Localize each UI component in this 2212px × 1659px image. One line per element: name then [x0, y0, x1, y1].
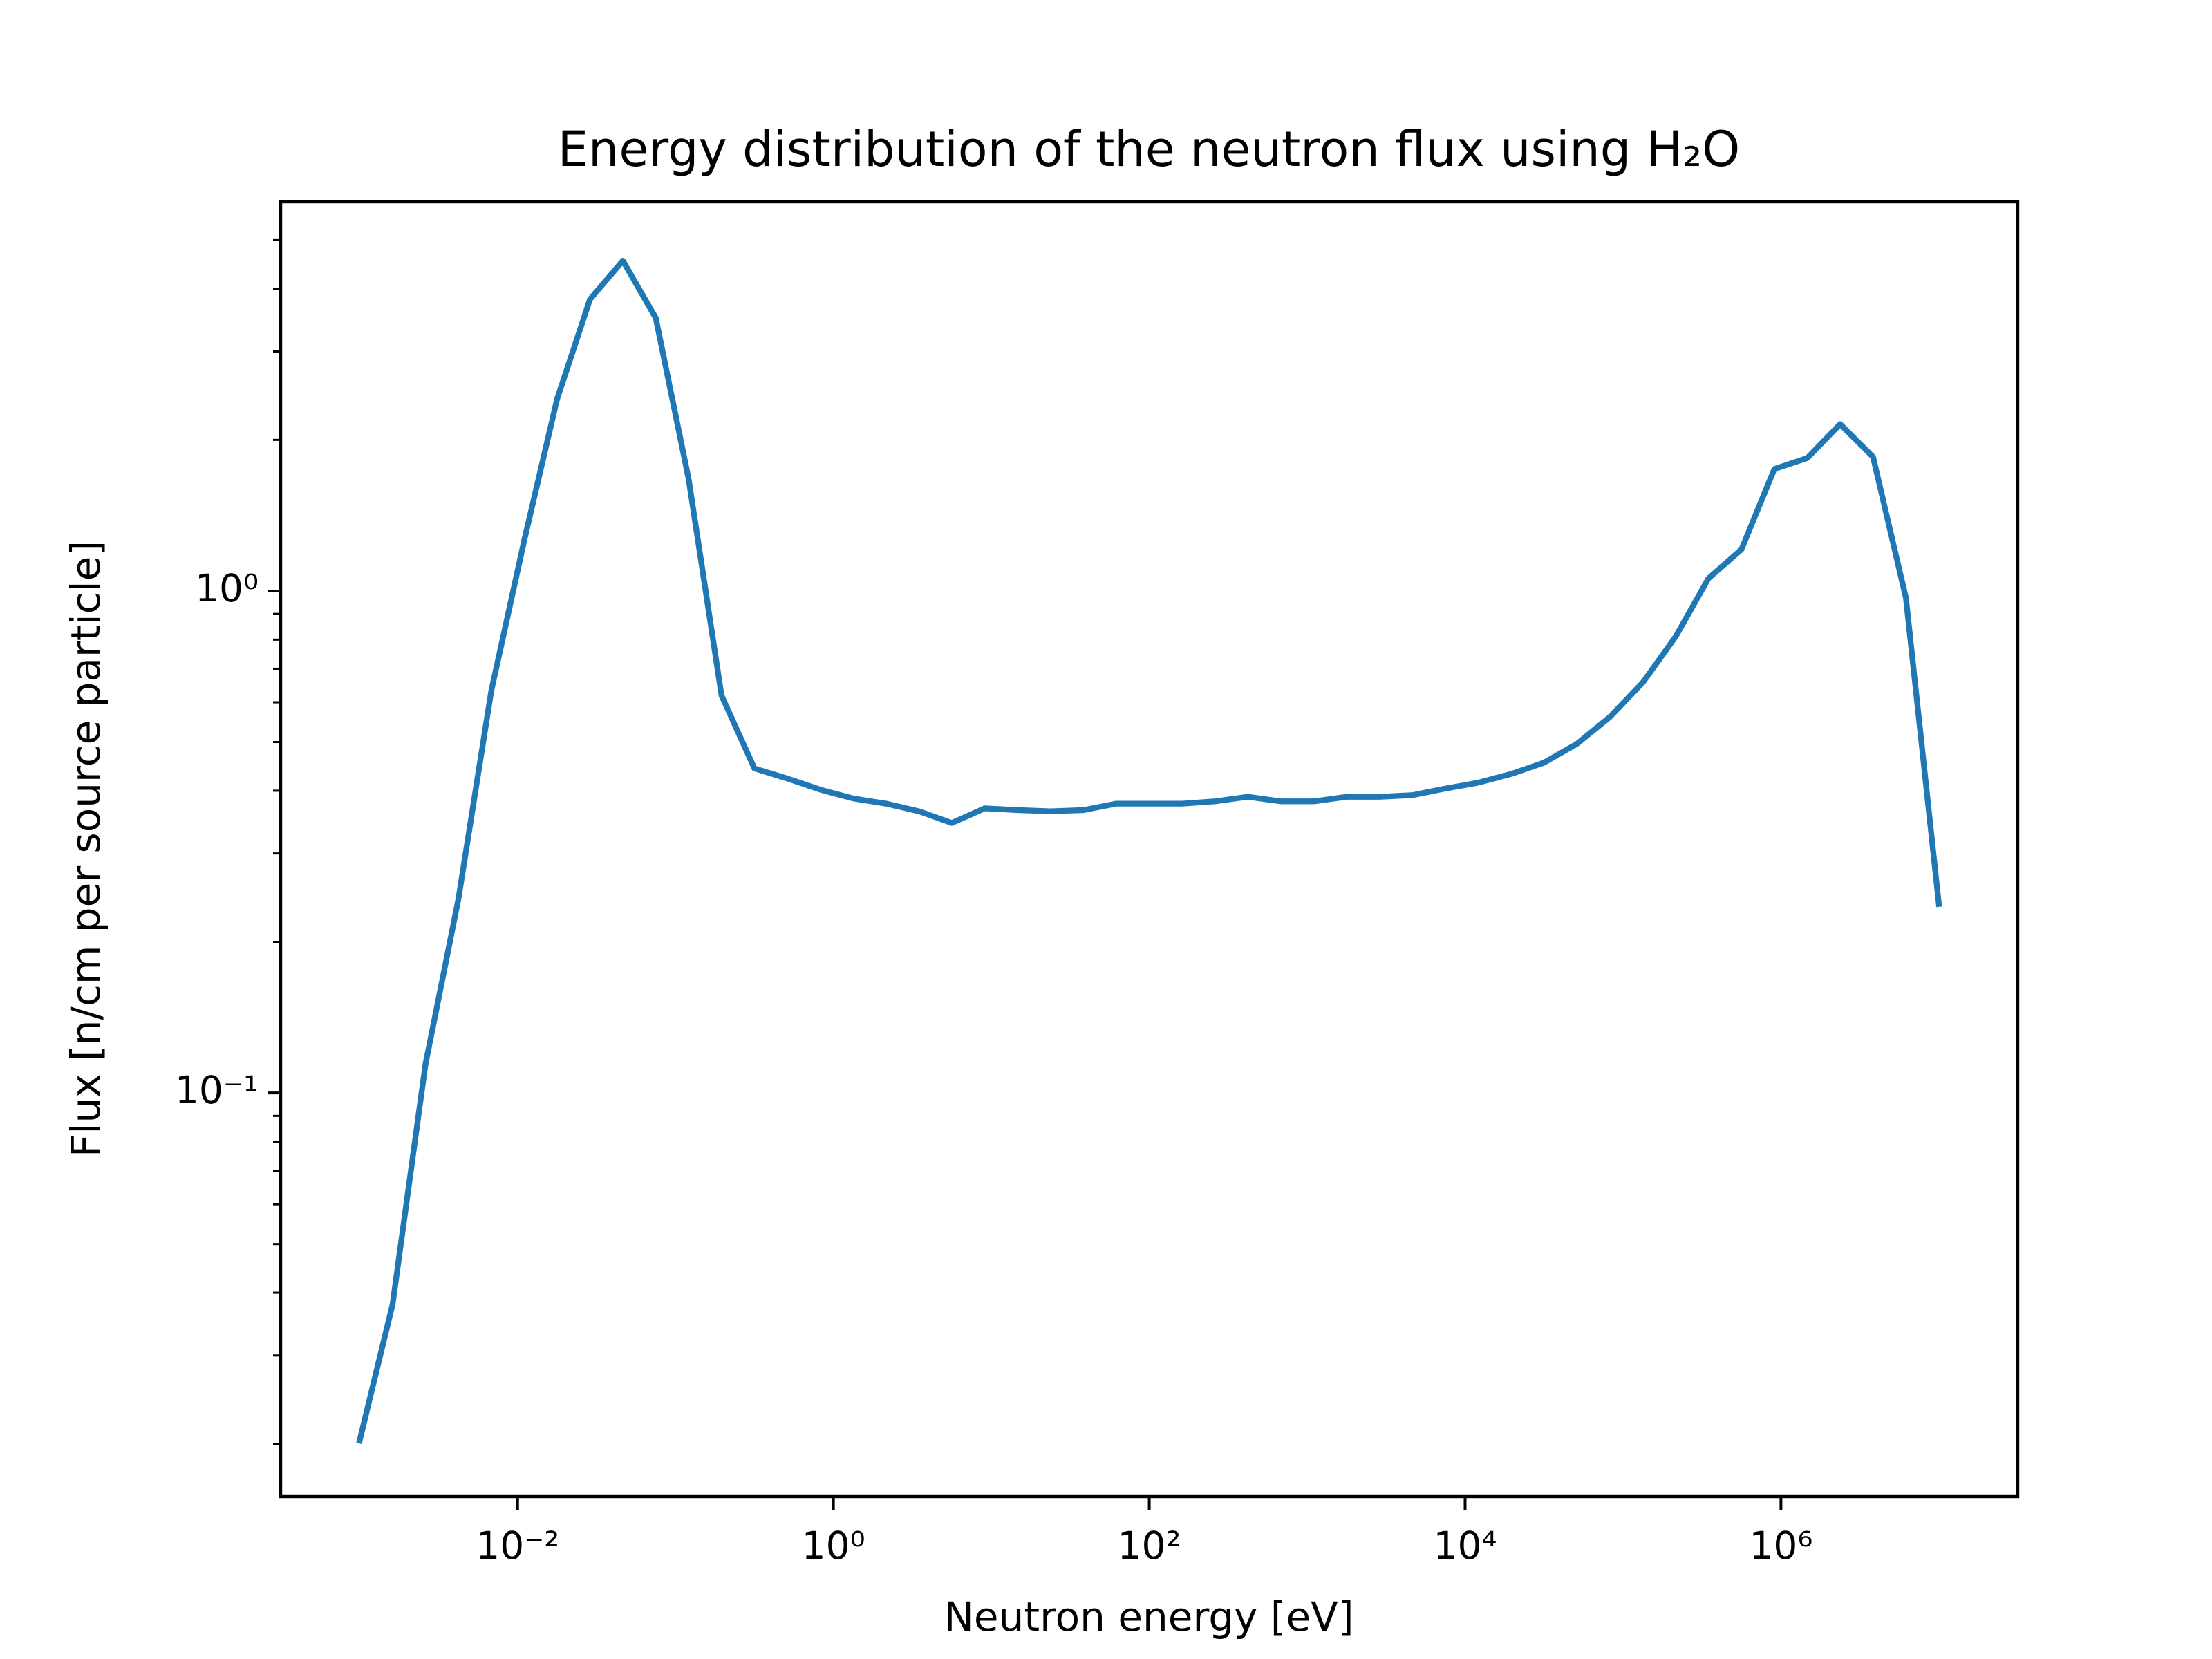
data-line — [356, 257, 1942, 1444]
x-axis-label: Neutron energy [eV] — [944, 1593, 1354, 1640]
x-tick-label: 10⁴ — [1433, 1524, 1497, 1568]
x-tick-label: 10⁰ — [802, 1524, 865, 1568]
x-tick-label: 10² — [1118, 1524, 1181, 1568]
y-tick-label: 10⁰ — [195, 566, 259, 610]
y-axis-label: Flux [n/cm per source particle] — [62, 541, 109, 1157]
x-tick-label: 10⁻² — [476, 1524, 559, 1568]
x-tick-label: 10⁶ — [1749, 1524, 1812, 1568]
y-tick-label: 10⁻¹ — [175, 1068, 259, 1112]
plot-frame — [279, 200, 2020, 1499]
chart-title: Energy distribution of the neutron flux … — [558, 121, 1741, 178]
